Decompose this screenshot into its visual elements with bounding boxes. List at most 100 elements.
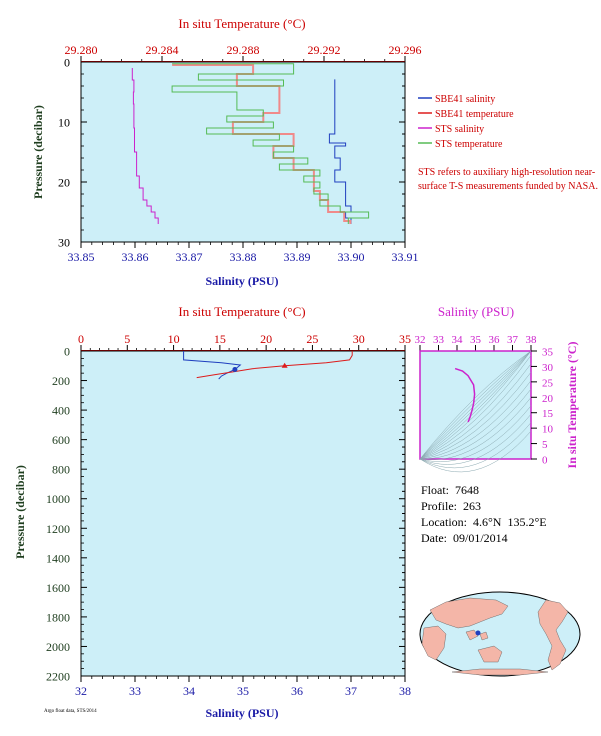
world-map-locator: [419, 591, 581, 677]
top-pressure-tick-label: 20: [58, 176, 70, 190]
top-pressure-tick-label: 30: [58, 236, 70, 250]
inset-temperature-axis-label: In situ Temperature (°C): [565, 342, 579, 469]
bottom-salinity-axis-label: Salinity (PSU): [205, 706, 278, 720]
bottom-temperature-tick-label: 30: [353, 332, 365, 346]
density-contour: [419, 372, 532, 460]
top-temperature-tick-label: 29.296: [389, 43, 422, 57]
density-contour: [419, 430, 532, 473]
bottom-temperature-tick-label: 10: [168, 332, 180, 346]
top-pressure-tick-label: 10: [58, 116, 70, 130]
inset-salinity-tick-label: 32: [415, 334, 426, 346]
bottom-pressure-tick-label: 1400: [46, 551, 70, 565]
density-contour: [419, 350, 532, 460]
ts-diagram-inset: Salinity (PSU) 32 33 34 35 36 37 38 35 30 25 20 15…: [415, 304, 579, 473]
bottom-plot-area: [80, 350, 406, 677]
bottom-temperature-axis-label: In situ Temperature (°C): [178, 304, 305, 319]
top-salinity-tick-label: 33.85: [68, 250, 95, 264]
inset-temperature-tick-label: 20: [542, 393, 554, 405]
bottom-profile-panel: In situ Temperature (°C) 0 5 10 15 20 25 30 35 …: [13, 304, 411, 720]
top-salinity-axis-label: Salinity (PSU): [205, 274, 278, 288]
inset-salinity-tick-label: 33: [433, 334, 445, 346]
footer-credit: Argo float data, STS/2014: [44, 709, 97, 714]
top-pressure-axis-label: Pressure (decibar): [31, 105, 45, 199]
inset-salinity-tick-label: 35: [470, 334, 482, 346]
location: Location: 4.6°N 135.2°E: [421, 515, 547, 529]
density-contour: [419, 363, 532, 460]
density-contour: [419, 350, 532, 460]
density-contour: [419, 388, 532, 460]
legend-label: STS salinity: [435, 124, 484, 135]
series-sts-salinity: [131, 68, 159, 224]
map-land-antarctica: [451, 668, 549, 676]
top-temperature-tick-label: 29.284: [146, 43, 179, 57]
top-salinity-tick-label: 33.87: [176, 250, 203, 264]
bottom-pressure-tick-label: 1200: [46, 522, 70, 536]
bottom-pressure-tick-label: 800: [52, 463, 70, 477]
inset-salinity-tick-label: 34: [452, 334, 464, 346]
map-land-africa: [421, 625, 447, 661]
top-profile-panel: In situ Temperature (°C) 29.280 29.284 29.…: [31, 16, 514, 288]
top-plot-area: [80, 61, 406, 243]
bottom-pressure-tick-label: 1600: [46, 581, 70, 595]
inset-temperature-tick-label: 5: [542, 439, 548, 451]
ts-profile-line: [454, 367, 476, 423]
density-contour: [419, 397, 532, 461]
bottom-salinity-tick-label: 35: [237, 684, 249, 698]
inset-salinity-tick-label: 37: [507, 334, 519, 346]
density-contour: [419, 350, 532, 460]
bottom-salinity-tick-label: 36: [291, 684, 303, 698]
date: Date: 09/01/2014: [421, 531, 508, 545]
bottom-temperature-tick-label: 35: [399, 332, 411, 346]
bottom-pressure-tick-label: 2200: [46, 670, 70, 684]
bottom-salinity-tick-label: 34: [183, 684, 195, 698]
inset-salinity-tick-label: 38: [526, 334, 538, 346]
inset-temperature-tick-label: 25: [542, 377, 554, 389]
legend-label: STS temperature: [435, 139, 503, 150]
map-land-americas: [537, 599, 569, 671]
bottom-temperature-tick-label: 0: [78, 332, 84, 346]
inset-temperature-tick-label: 10: [542, 424, 554, 436]
bottom-temperature-tick-label: 15: [214, 332, 226, 346]
bottom-pressure-tick-label: 400: [52, 404, 70, 418]
density-contour: [419, 380, 532, 460]
bottom-salinity-tick-label: 33: [129, 684, 141, 698]
legend-label: SBE41 salinity: [435, 94, 495, 105]
density-contour: [419, 350, 532, 460]
bottom-pressure-tick-label: 0: [64, 345, 70, 359]
inset-salinity-axis-label: Salinity (PSU): [438, 304, 514, 319]
profile-number: Profile: 263: [421, 499, 481, 513]
map-land-australia: [477, 645, 503, 663]
float-info: Float: 7648 Profile: 263 Location: 4.6°N…: [421, 482, 547, 546]
bottom-salinity-tick-label: 38: [399, 684, 411, 698]
density-contour: [419, 422, 532, 469]
density-contour: [419, 355, 532, 460]
float-id: Float: 7648: [421, 483, 480, 497]
top-salinity-tick-label: 33.86: [122, 250, 149, 264]
bottom-temperature-tick-label: 5: [124, 332, 130, 346]
inset-temperature-tick-label: 35: [542, 347, 554, 359]
top-temperature-tick-label: 29.280: [65, 43, 98, 57]
density-contour: [419, 350, 532, 460]
legend-label: SBE41 temperature: [435, 109, 514, 120]
top-salinity-tick-label: 33.88: [230, 250, 257, 264]
top-pressure-tick-label: 0: [64, 56, 70, 70]
inset-temperature-tick-label: 30: [542, 362, 554, 374]
inset-salinity-tick-label: 36: [489, 334, 501, 346]
bottom-salinity-tick-label: 32: [75, 684, 87, 698]
bottom-pressure-tick-label: 1000: [46, 492, 70, 506]
top-salinity-tick-label: 33.91: [392, 250, 419, 264]
density-contour: [419, 414, 532, 465]
bottom-temperature-tick-label: 25: [306, 332, 318, 346]
series-sts-temperature: [171, 63, 370, 224]
top-temperature-tick-label: 29.292: [308, 43, 341, 57]
top-salinity-tick-label: 33.90: [338, 250, 365, 264]
bottom-pressure-tick-label: 600: [52, 433, 70, 447]
bottom-pressure-axis-label: Pressure (decibar): [13, 465, 27, 559]
density-contour: [419, 350, 532, 460]
bottom-salinity-tick-label: 37: [345, 684, 357, 698]
density-contour: [419, 405, 532, 462]
sts-note: STS refers to auxiliary high-resolution …: [418, 167, 598, 192]
map-land-eurasia: [429, 597, 509, 629]
bottom-pressure-tick-label: 2000: [46, 640, 70, 654]
